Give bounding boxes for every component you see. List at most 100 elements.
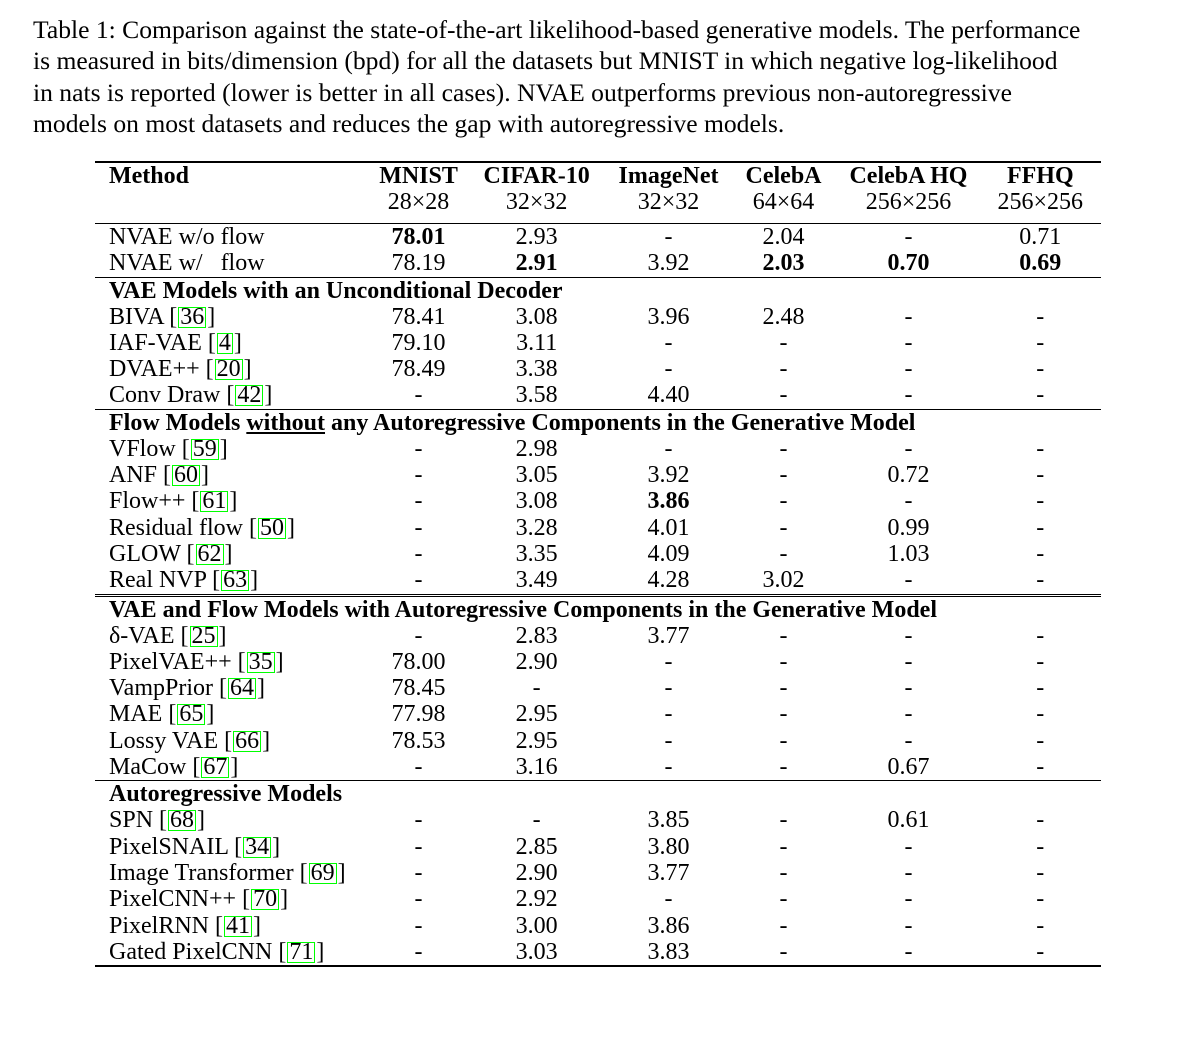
citation-link[interactable]: 69 <box>308 859 337 886</box>
value-cell: 4.09 <box>647 540 690 567</box>
citation-link[interactable]: 68 <box>168 807 197 834</box>
section-title: Autoregressive Models <box>95 780 1101 808</box>
value-cell: - <box>664 754 673 781</box>
value-cell: - <box>1036 833 1045 860</box>
table-row: Conv Draw [42] - 3.58 4.40 - - - <box>95 382 1101 409</box>
method-label: NVAE w/o flow <box>109 224 265 250</box>
table-row: Gated PixelCNN [71] -3.03 3.83- - - <box>95 938 1101 968</box>
citation-link[interactable]: 34 <box>243 833 272 860</box>
header-resolution: 256×256 <box>997 189 1084 215</box>
value-cell: - <box>664 886 673 913</box>
value-cell: 78.49 <box>391 356 446 383</box>
value-cell: - <box>779 701 788 728</box>
section-title: VAE and Flow Models with Autoregressive … <box>95 593 1101 623</box>
citation-link[interactable]: 42 <box>235 382 264 409</box>
header-dataset: ImageNet <box>618 163 719 189</box>
value-cell: - <box>904 567 913 594</box>
value-cell: 78.41 <box>391 303 446 330</box>
caption-line: is measured in bits/dimension (bpd) for … <box>33 46 1058 76</box>
citation-link[interactable]: 41 <box>224 912 253 939</box>
section-header-row: VAE and Flow Models with Autoregressive … <box>95 593 1101 623</box>
citation-link[interactable]: 70 <box>251 886 280 913</box>
citation-link[interactable]: 61 <box>200 488 229 515</box>
value-cell: 3.77 <box>647 622 690 649</box>
value-cell: - <box>904 886 913 913</box>
citation-link[interactable]: 35 <box>246 648 275 675</box>
value-cell: 0.72 <box>887 462 930 489</box>
method-label: IAF-VAE <box>109 329 202 356</box>
section-title: Flow Models without any Autoregressive C… <box>95 408 1101 436</box>
value-cell: 3.00 <box>515 912 558 939</box>
value-cell: - <box>837 938 980 968</box>
section-title-part: any Autoregressive Components in the Gen… <box>325 409 916 436</box>
method-label: Real NVP <box>109 567 207 594</box>
value-cell: 0.61 <box>887 807 930 834</box>
citation-link[interactable]: 64 <box>228 675 256 702</box>
value-cell: 2.85 <box>515 833 558 860</box>
method-name: PixelVAE++ [35] <box>109 648 284 675</box>
value-cell: 78.53 <box>391 727 446 754</box>
value-cell: - <box>779 488 788 515</box>
value-cell: - <box>1036 727 1045 754</box>
header-resolution: 64×64 <box>752 189 815 215</box>
header-resolution: 28×28 <box>387 189 450 215</box>
value-cell: 4.28 <box>647 567 690 594</box>
method-label: BIVA <box>109 303 164 330</box>
value-cell: 79.10 <box>391 329 446 356</box>
value-cell: 3.77 <box>647 859 690 886</box>
table-row: ANF [60] - 3.05 3.92 - 0.72 - <box>95 462 1101 488</box>
method-name: ANF [60] <box>109 462 210 489</box>
value-cell: 3.38 <box>515 356 558 383</box>
method-label: PixelSNAIL <box>109 833 229 860</box>
method-label: MAE <box>109 701 163 728</box>
value-cell: - <box>1036 303 1045 330</box>
value-cell: - <box>779 807 788 834</box>
value-cell: - <box>414 754 423 781</box>
citation-link[interactable]: 63 <box>221 567 250 594</box>
method-name: SPN [68] <box>109 807 206 834</box>
table-row: MAE [65] 77.98 2.95 - - - - <box>95 701 1101 727</box>
citation-link[interactable]: 71 <box>287 938 316 965</box>
method-label: Lossy VAE <box>109 727 219 754</box>
value-cell: 3.86 <box>647 488 690 515</box>
value-cell: - <box>904 488 913 515</box>
value-cell: - <box>664 727 673 754</box>
value-cell: - <box>414 912 423 939</box>
value-cell: - <box>779 540 788 567</box>
citation-link[interactable]: 60 <box>172 462 201 489</box>
method-name: VFlow [59] <box>109 435 228 462</box>
citation-link[interactable]: 66 <box>233 727 262 754</box>
citation-link[interactable]: 62 <box>195 540 224 567</box>
citation-link[interactable]: 36 <box>178 303 207 330</box>
value-cell: - <box>1036 701 1045 728</box>
header-dataset: CIFAR-10 <box>483 163 590 189</box>
value-cell: 78.00 <box>391 648 446 675</box>
value-cell: - <box>414 807 423 834</box>
value-cell: 3.35 <box>515 540 558 567</box>
value-cell: - <box>1036 462 1045 489</box>
citation-link[interactable]: 67 <box>201 754 230 781</box>
citation-link[interactable]: 4 <box>216 329 233 356</box>
value-cell: - <box>414 435 423 462</box>
citation-link[interactable]: 25 <box>189 622 218 649</box>
method-label: GLOW <box>109 540 181 567</box>
citation-link[interactable]: 65 <box>177 701 206 728</box>
value-cell: - <box>904 833 913 860</box>
value-cell: - <box>779 329 788 356</box>
table-caption: Table 1: Comparison against the state-of… <box>33 14 1157 139</box>
method-name: IAF-VAE [4] <box>109 329 242 356</box>
value-cell: 0.70 <box>887 250 930 277</box>
table-row: PixelVAE++ [35] 78.00 2.90 - - - - <box>95 649 1101 675</box>
value-cell: - <box>779 462 788 489</box>
table-row: GLOW [62] - 3.35 4.09 - 1.03 - <box>95 541 1101 567</box>
value-cell: 3.92 <box>647 250 690 277</box>
citation-link[interactable]: 20 <box>214 356 243 383</box>
method-name: δ-VAE [25] <box>109 622 227 649</box>
value-cell: - <box>904 622 913 649</box>
value-cell: - <box>779 622 788 649</box>
citation-link[interactable]: 59 <box>190 435 219 462</box>
header-method: Method <box>109 163 189 189</box>
value-cell: - <box>414 567 423 594</box>
method-label: SPN <box>109 807 154 834</box>
citation-link[interactable]: 50 <box>257 514 286 541</box>
